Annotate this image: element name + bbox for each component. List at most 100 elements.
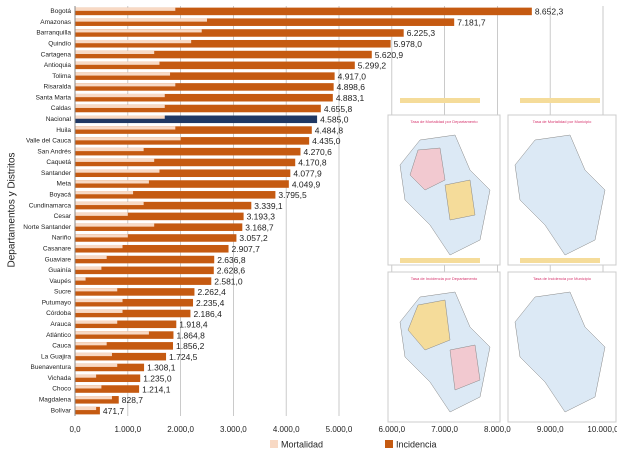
y-tick-label: Cartagena: [41, 51, 72, 58]
bar: [75, 396, 119, 404]
bar: [75, 137, 181, 141]
bar: [75, 244, 123, 249]
bar: [75, 104, 165, 108]
bar: [75, 212, 128, 216]
y-tick-label: Caldas: [51, 105, 72, 112]
bar: [75, 277, 86, 281]
legend-swatch: [385, 440, 393, 448]
x-tick-label: 7.000,0: [431, 425, 458, 434]
y-tick-label: Sucre: [54, 289, 71, 296]
y-tick-label: Nariño: [52, 235, 72, 242]
bar: [75, 363, 118, 367]
value-label: 1.235,0: [143, 373, 172, 383]
map-title: Tasa de Incidencia por Departamento: [411, 276, 478, 281]
y-tick-label: Santa Marta: [36, 94, 72, 101]
value-label: 2.907,7: [232, 244, 261, 254]
map-legend: [400, 98, 480, 103]
bar: [75, 320, 118, 324]
bar: [75, 180, 149, 184]
bar: [75, 201, 144, 206]
x-tick-label: 9.000,0: [537, 425, 564, 434]
y-tick-label: Quindío: [48, 40, 71, 47]
value-label: 2.581,0: [214, 276, 243, 286]
bar: [75, 72, 335, 80]
map-title: Tasa de Mortalidad por Departamento: [410, 119, 478, 124]
bar: [75, 104, 321, 113]
value-label: 3.168,7: [245, 222, 274, 232]
bar: [75, 396, 112, 400]
bar: [75, 169, 160, 173]
bar: [75, 374, 141, 383]
bar: [75, 342, 174, 350]
bar: [75, 147, 301, 156]
y-tick-label: Boyacá: [49, 192, 71, 199]
bar: [75, 320, 177, 329]
bar: [75, 137, 310, 145]
y-tick-label: Cesar: [54, 213, 72, 220]
y-tick-label: Choco: [52, 386, 71, 393]
map-legend: [400, 258, 480, 263]
x-tick-label: 0,0: [69, 425, 81, 434]
y-tick-label: Arauca: [50, 321, 71, 328]
y-tick-label: La Guajira: [41, 353, 71, 360]
y-tick-label: Tolima: [52, 73, 71, 80]
bar: [75, 234, 237, 242]
bar: [75, 298, 194, 307]
value-label: 5.620,9: [375, 50, 404, 60]
value-label: 3.795,5: [278, 190, 307, 200]
bar: [75, 223, 155, 227]
y-tick-label: Atlántico: [46, 332, 71, 339]
bar: [75, 50, 155, 55]
bar: [75, 255, 215, 264]
value-label: 4.917,0: [338, 71, 367, 81]
map-shape: [514, 291, 606, 413]
bar: [75, 83, 334, 91]
bar: [75, 7, 532, 16]
bar: [75, 147, 144, 152]
bar: [75, 191, 276, 199]
bar: [75, 298, 123, 303]
bar: [75, 385, 102, 389]
value-label: 2.235,4: [196, 298, 225, 308]
bar: [75, 331, 149, 335]
bar: [75, 352, 167, 361]
map-region: [444, 179, 476, 221]
bar: [75, 115, 318, 124]
y-tick-label: Amazonas: [40, 19, 71, 26]
y-tick-label: Antioquia: [44, 62, 71, 69]
bar: [75, 244, 229, 253]
y-tick-label: Cundinamarca: [29, 202, 72, 209]
y-tick-label: Santander: [41, 170, 72, 177]
y-tick-label: Guaviare: [45, 256, 72, 263]
value-label: 4.655,8: [324, 104, 353, 114]
y-tick-label: Bogotá: [50, 8, 71, 15]
bar: [75, 126, 312, 134]
bar: [75, 93, 333, 102]
y-tick-label: Barranquilla: [36, 30, 71, 37]
bar: [75, 406, 100, 415]
bar: [75, 61, 160, 65]
bar: [75, 309, 123, 313]
value-label: 4.484,8: [315, 125, 344, 135]
value-label: 1.918,4: [179, 320, 208, 330]
value-label: 3.057,2: [239, 233, 268, 243]
bar: [75, 277, 212, 285]
bar: [75, 50, 372, 59]
value-label: 828,7: [122, 395, 144, 405]
value-label: 2.262,4: [197, 287, 226, 297]
map-panels: [387, 98, 617, 423]
y-tick-label: Bolívar: [51, 407, 72, 414]
value-label: 4.585,0: [320, 115, 349, 125]
bar: [75, 363, 145, 372]
y-tick-label: Guainía: [48, 267, 71, 274]
y-tick-label: Magdalena: [39, 397, 72, 404]
y-tick-label: Casanare: [43, 245, 72, 252]
y-tick-label: Caquetá: [46, 159, 71, 166]
bar: [75, 18, 455, 26]
value-label: 5.299,2: [358, 61, 387, 71]
bar: [75, 266, 214, 275]
bar: [75, 288, 118, 292]
value-label: 8.652,3: [535, 7, 564, 17]
value-label: 4.049,9: [292, 179, 321, 189]
